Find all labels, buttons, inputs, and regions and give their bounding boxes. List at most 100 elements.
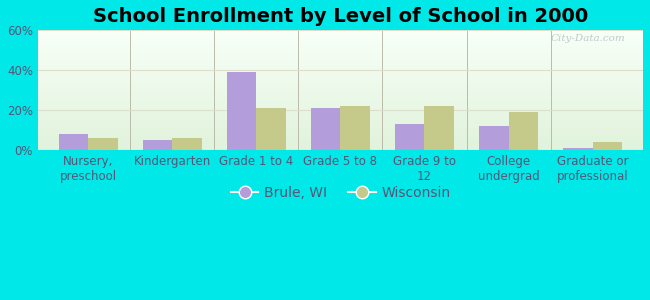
Bar [38,120,643,121]
Bar [38,118,643,119]
Bar [563,148,593,150]
Bar [38,101,643,102]
Bar [38,138,643,139]
Bar [38,51,643,52]
Bar [38,74,643,75]
Bar [38,104,643,105]
Bar [38,42,643,43]
Bar [38,124,643,125]
Bar [508,112,538,150]
Bar [38,132,643,133]
Bar [38,141,643,142]
Bar [38,135,643,136]
Bar [38,79,643,80]
Bar [311,108,341,150]
Bar [172,138,202,150]
Bar [38,84,643,85]
Bar [38,80,643,81]
Bar [38,95,643,96]
Bar [227,72,256,150]
Bar [38,144,643,145]
Bar [38,122,643,123]
Bar [38,66,643,67]
Bar [479,126,508,150]
Bar [38,116,643,117]
Bar [38,142,643,143]
Bar [143,140,172,150]
Bar [38,112,643,113]
Bar [424,106,454,150]
Bar [38,39,643,40]
Bar [38,58,643,59]
Bar [38,31,643,32]
Bar [395,124,424,150]
Bar [38,40,643,41]
Bar [38,100,643,101]
Legend: Brule, WI, Wisconsin: Brule, WI, Wisconsin [225,180,456,205]
Bar [38,129,643,130]
Bar [38,114,643,115]
Bar [38,81,643,82]
Bar [38,68,643,69]
Bar [38,37,643,38]
Bar [38,77,643,78]
Bar [38,88,643,89]
Bar [38,40,643,41]
Bar [38,125,643,126]
Bar [38,148,643,149]
Bar [38,83,643,84]
Bar [38,45,643,46]
Bar [38,100,643,101]
Bar [38,30,643,31]
Bar [38,103,643,104]
Bar [38,49,643,50]
Bar [38,72,643,73]
Bar [38,64,643,65]
Bar [38,102,643,103]
Bar [38,92,643,93]
Bar [38,149,643,150]
Bar [38,99,643,100]
Bar [38,73,643,74]
Bar [38,67,643,68]
Bar [38,41,643,42]
Bar [38,110,643,111]
Bar [256,108,286,150]
Bar [38,108,643,109]
Bar [38,147,643,148]
Bar [38,82,643,83]
Bar [38,34,643,35]
Bar [38,63,643,64]
Bar [38,89,643,90]
Text: City-Data.com: City-Data.com [550,34,625,43]
Bar [38,38,643,39]
Bar [38,59,643,60]
Bar [38,55,643,56]
Bar [38,94,643,95]
Bar [38,62,643,63]
Bar [38,139,643,140]
Bar [38,106,643,107]
Bar [38,56,643,57]
Bar [38,145,643,146]
Bar [38,47,643,48]
Bar [38,136,643,137]
Bar [38,123,643,124]
Bar [38,111,643,112]
Bar [38,85,643,86]
Title: School Enrollment by Level of School in 2000: School Enrollment by Level of School in … [93,7,588,26]
Bar [38,134,643,135]
Bar [38,52,643,53]
Bar [38,146,643,147]
Bar [593,142,622,150]
Bar [38,54,643,55]
Bar [38,46,643,47]
Bar [38,78,643,79]
Bar [38,113,643,114]
Bar [38,35,643,36]
Bar [38,143,643,144]
Bar [38,32,643,33]
Bar [38,76,643,77]
Bar [38,70,643,71]
Bar [38,33,643,34]
